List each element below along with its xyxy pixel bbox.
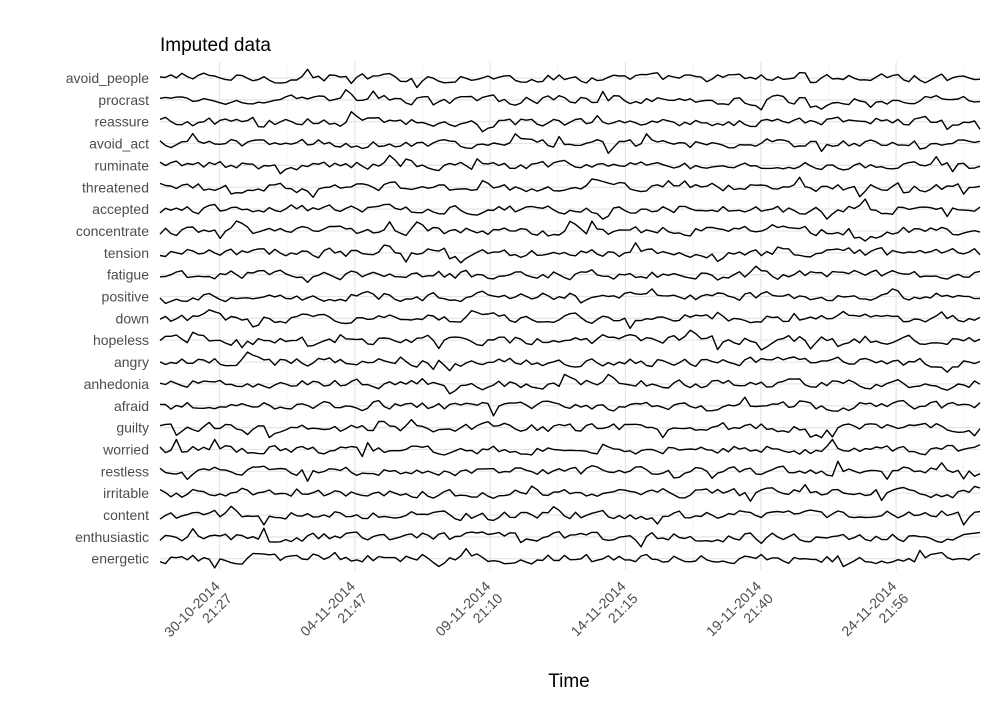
- series-line-enthusiastic: [159, 527, 981, 548]
- series-line-avoid-people: [159, 68, 981, 89]
- series-line-accepted: [159, 198, 981, 220]
- series-line-tension: [159, 242, 981, 264]
- chart-title: Imputed data: [160, 35, 271, 56]
- series-line-afraid: [159, 396, 981, 417]
- series-label: ruminate: [95, 157, 150, 173]
- series-label: content: [103, 507, 149, 523]
- series-line-angry: [159, 351, 981, 373]
- series-label: down: [116, 310, 149, 326]
- series-label: tension: [104, 245, 149, 261]
- series-line-positive: [159, 288, 981, 305]
- series-label: enthusiastic: [75, 529, 149, 545]
- series-line-content: [159, 505, 981, 526]
- series-label: threatened: [82, 179, 149, 195]
- series-label: irritable: [103, 485, 149, 501]
- series-label: guilty: [116, 420, 149, 436]
- series-line-concentrate: [159, 220, 981, 242]
- series-line-worried: [159, 438, 981, 458]
- series-line-fatigue: [159, 265, 981, 284]
- series-label: angry: [114, 354, 149, 370]
- series-line-irritable: [159, 484, 981, 502]
- series-label: energetic: [91, 551, 149, 567]
- series-label: hopeless: [93, 332, 149, 348]
- series-label: positive: [102, 289, 150, 305]
- series-line-hopeless: [159, 329, 981, 351]
- series-line-threatened: [159, 176, 981, 199]
- series-label: accepted: [92, 201, 149, 217]
- x-axis-title: Time: [548, 671, 590, 692]
- series-line-guilty: [159, 418, 981, 439]
- series-label: anhedonia: [84, 376, 150, 392]
- series-line-ruminate: [159, 154, 981, 175]
- series-line-energetic: [159, 548, 981, 569]
- series-label: restless: [101, 463, 149, 479]
- series-label: avoid_act: [89, 136, 149, 152]
- series-line-restless: [159, 460, 981, 482]
- series-line-down: [159, 309, 981, 330]
- series-lines: [159, 68, 981, 569]
- series-line-procrast: [159, 89, 981, 111]
- series-label: concentrate: [76, 223, 149, 239]
- series-line-anhedonia: [159, 373, 981, 395]
- series-label: fatigue: [107, 267, 149, 283]
- series-line-reassure: [159, 110, 981, 133]
- series-label: procrast: [98, 92, 149, 108]
- series-label: afraid: [114, 398, 149, 414]
- series-labels: avoid_people procrast reassure avoid_actrum…: [66, 70, 150, 567]
- series-line-avoid-act: [159, 132, 981, 155]
- series-label: worried: [102, 441, 149, 457]
- series-label: avoid_people: [66, 70, 150, 86]
- series-label: reassure: [95, 114, 150, 130]
